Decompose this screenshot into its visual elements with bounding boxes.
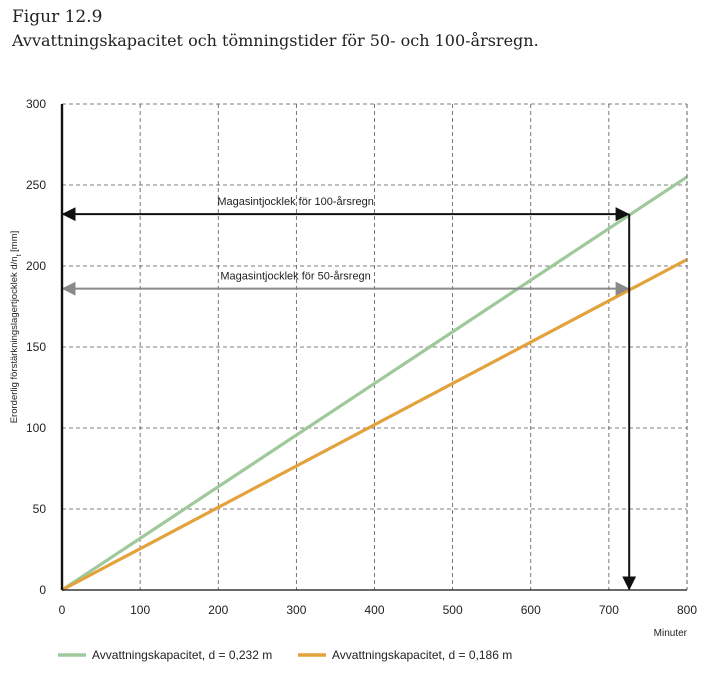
x-tick-label: 200 [208, 603, 228, 617]
legend-label-2: Avvattningskapacitet, d = 0,186 m [332, 648, 512, 662]
legend: Avvattningskapacitet, d = 0,232 m Avvattn… [58, 648, 512, 662]
y-tick-label: 200 [26, 259, 46, 273]
x-tick-label: 700 [599, 603, 619, 617]
legend-label-1: Avvattningskapacitet, d = 0,232 m [92, 648, 272, 662]
x-tick-label: 600 [521, 603, 541, 617]
y-tick-label: 50 [33, 502, 47, 516]
y-tick-label: 100 [26, 421, 46, 435]
figure-label: Figur 12.9 [12, 7, 103, 27]
x-tick-label: 400 [364, 603, 384, 617]
series-line-2 [61, 258, 688, 592]
series-layer [61, 175, 688, 592]
y-tick-label: 300 [26, 97, 46, 111]
annotation-label-1: Magasintjocklek för 100-årsregn [217, 196, 374, 208]
x-tick-label: 0 [59, 603, 66, 617]
annotation-layer: Magasintjocklek för 100-årsregn Magasintj… [61, 196, 637, 591]
axes: 0 100 200 300 400 500 600 700 800 0 50 100 150 200 250… [9, 97, 697, 639]
series-line-1 [61, 175, 688, 592]
x-axis-title: Minuter [654, 628, 688, 639]
y-tick-label: 0 [39, 583, 46, 597]
x-tick-label: 100 [130, 603, 150, 617]
x-tick-label: 500 [443, 603, 463, 617]
x-tick-label: 300 [286, 603, 306, 617]
y-tick-label: 150 [26, 340, 46, 354]
y-axis-title: Erorderlig förstärkningslagertjocklek d/… [9, 231, 23, 424]
annotation-label-2: Magasintjocklek för 50-årsregn [220, 271, 370, 283]
y-tick-label: 250 [26, 178, 46, 192]
x-tick-label: 800 [677, 603, 697, 617]
grid [62, 103, 688, 590]
figure-title: Avvattningskapacitet och tömningstider f… [12, 31, 539, 50]
